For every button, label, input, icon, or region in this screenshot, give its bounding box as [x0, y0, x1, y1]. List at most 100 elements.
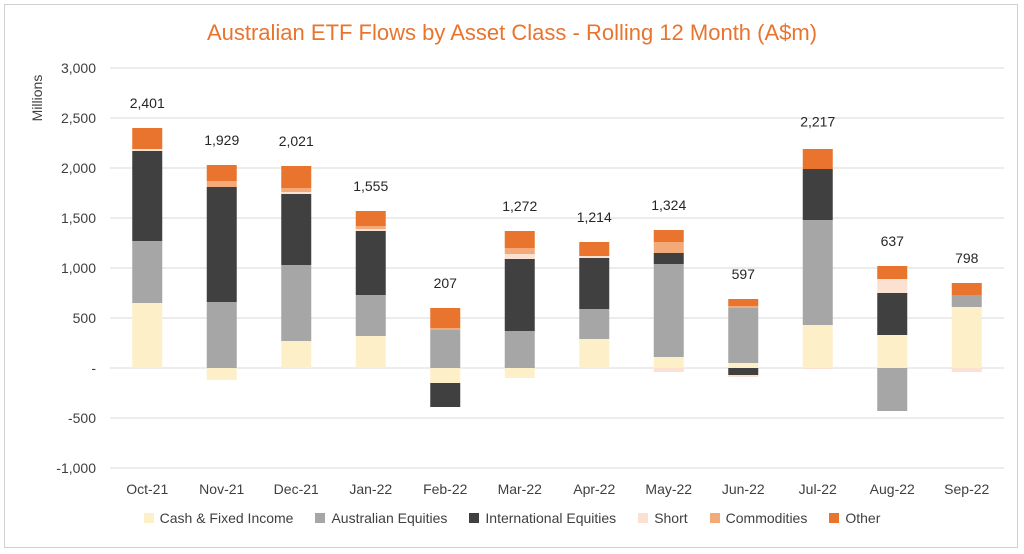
bar-segment: [653, 368, 684, 372]
x-tick-label: Aug-22: [870, 481, 915, 497]
bar-segment: [728, 375, 759, 377]
y-tick-label: -1,000: [56, 460, 96, 476]
bar-segment: [579, 242, 610, 256]
x-tick-label: Jan-22: [349, 481, 392, 497]
bar-segment: [504, 231, 535, 248]
bar-segment: [728, 306, 759, 308]
bar-segment: [579, 256, 610, 258]
y-tick-label: 500: [73, 310, 97, 326]
bar-segment: [653, 230, 684, 242]
x-tick-label: Jul-22: [799, 481, 837, 497]
total-label: 207: [434, 275, 458, 291]
chart-legend: Cash & Fixed Income Australian Equities In…: [0, 510, 1024, 526]
total-label: 1,929: [204, 132, 239, 148]
bar-segment: [281, 265, 312, 341]
bar-segment: [281, 194, 312, 265]
y-axis-label: Millions: [29, 75, 45, 122]
legend-item: Cash & Fixed Income: [143, 510, 294, 526]
bar-segment: [430, 308, 461, 328]
y-tick-label: 3,000: [61, 60, 96, 76]
bar-segment: [951, 368, 982, 372]
legend-item: Short: [638, 510, 688, 526]
bar-segment: [579, 339, 610, 368]
total-label: 597: [732, 266, 756, 282]
legend-label: Commodities: [725, 510, 808, 526]
x-tick-label: Feb-22: [423, 481, 468, 497]
legend-item: International Equities: [469, 510, 616, 526]
bar-segment: [206, 302, 237, 368]
bar-segment: [877, 293, 908, 335]
bar-segment: [355, 226, 386, 229]
bar-segment: [579, 258, 610, 309]
bar-segment: [951, 307, 982, 368]
bar-segment: [132, 151, 163, 241]
x-tick-label: Jun-22: [722, 481, 765, 497]
bar-segment: [728, 308, 759, 363]
total-label: 2,401: [130, 95, 165, 111]
legend-swatch: [469, 513, 480, 523]
x-tick-label: May-22: [645, 481, 692, 497]
legend-label: Australian Equities: [331, 510, 448, 526]
legend-label: International Equities: [485, 510, 617, 526]
total-label: 1,555: [353, 178, 388, 194]
bar-segment: [206, 368, 237, 380]
bar-segment: [132, 303, 163, 368]
bar-segment: [206, 187, 237, 302]
bar-segment: [877, 335, 908, 368]
bar-segment: [504, 368, 535, 378]
bar-segment: [504, 254, 535, 259]
y-tick-label: 2,000: [61, 160, 96, 176]
x-tick-label: Dec-21: [274, 481, 319, 497]
x-tick-label: Nov-21: [199, 481, 244, 497]
y-tick-label: 1,500: [61, 210, 96, 226]
legend-label: Cash & Fixed Income: [159, 510, 294, 526]
total-label: 1,272: [502, 198, 537, 214]
bar-segment: [951, 295, 982, 307]
bar-segment: [579, 309, 610, 339]
bar-segment: [281, 188, 312, 192]
bar-segment: [132, 241, 163, 303]
bar-segment: [653, 264, 684, 357]
bar-segment: [504, 248, 535, 254]
bar-segment: [281, 192, 312, 194]
legend-label: Other: [845, 510, 881, 526]
x-tick-label: Sep-22: [944, 481, 989, 497]
bar-segment: [504, 331, 535, 368]
legend-swatch: [709, 513, 720, 523]
total-label: 1,214: [577, 209, 612, 225]
bar-segment: [132, 149, 163, 151]
bar-segment: [728, 368, 759, 375]
bar-segment: [281, 341, 312, 368]
total-label: 798: [955, 250, 979, 266]
y-tick-label: 1,000: [61, 260, 96, 276]
x-tick-label: Oct-21: [126, 481, 168, 497]
bar-segment: [206, 181, 237, 187]
bar-segment: [802, 169, 833, 220]
bar-segment: [355, 295, 386, 336]
total-label: 637: [881, 233, 905, 249]
bar-segment: [355, 211, 386, 226]
bar-segment: [132, 128, 163, 149]
bar-segment: [355, 231, 386, 295]
bar-segment: [430, 383, 461, 407]
bar-segment: [430, 328, 461, 330]
bar-segment: [281, 166, 312, 188]
legend-swatch: [315, 513, 326, 523]
bar-segment: [802, 368, 833, 369]
legend-swatch: [829, 513, 840, 523]
bar-segment: [653, 253, 684, 264]
y-tick-label: -: [91, 360, 96, 376]
legend-item: Other: [829, 510, 880, 526]
bar-segment: [877, 266, 908, 279]
bar-segment: [206, 165, 237, 181]
y-tick-label: 2,500: [61, 110, 96, 126]
x-tick-label: Apr-22: [573, 481, 615, 497]
legend-label: Short: [654, 510, 688, 526]
bar-segment: [430, 330, 461, 368]
bar-segment: [355, 336, 386, 368]
legend-swatch: [143, 513, 154, 523]
bar-segment: [951, 283, 982, 295]
x-tick-label: Mar-22: [498, 481, 543, 497]
legend-swatch: [638, 513, 649, 523]
